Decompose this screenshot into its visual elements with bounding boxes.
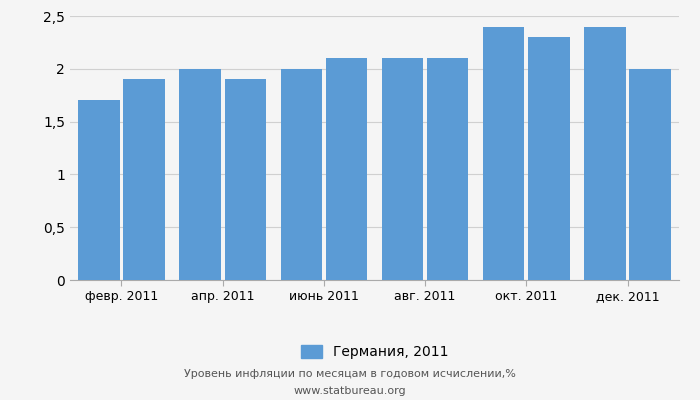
Bar [225,79,266,280]
Bar [123,79,164,280]
Text: Уровень инфляции по месяцам в годовом исчислении,%: Уровень инфляции по месяцам в годовом ис… [184,369,516,379]
Bar [584,26,626,280]
Bar [326,58,367,280]
Bar [427,58,468,280]
Bar [382,58,423,280]
Bar [78,100,120,280]
Bar [483,26,524,280]
Bar [281,69,322,280]
Bar [629,69,671,280]
Legend: Германия, 2011: Германия, 2011 [295,340,454,365]
Text: www.statbureau.org: www.statbureau.org [294,386,406,396]
Bar [179,69,220,280]
Bar [528,37,570,280]
